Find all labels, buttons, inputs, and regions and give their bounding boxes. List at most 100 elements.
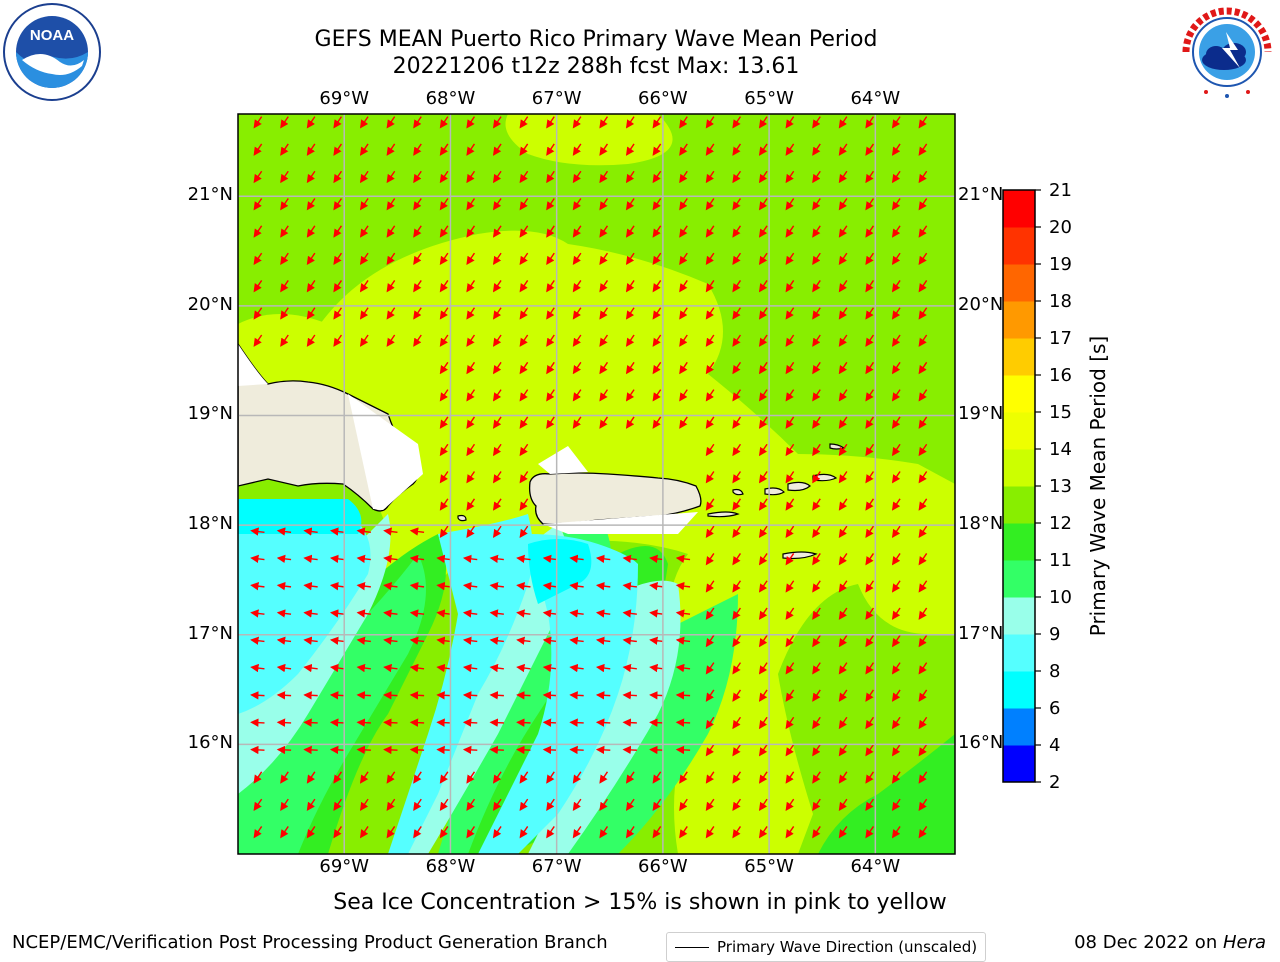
colorbar-tick-label: 17 xyxy=(1049,328,1072,349)
wave-direction-arrow xyxy=(466,280,476,293)
wave-direction-arrow xyxy=(891,116,901,129)
longitude-label-bottom: 65°W xyxy=(744,856,794,877)
wave-direction-arrow xyxy=(758,389,768,402)
wave-direction-arrow xyxy=(333,252,343,266)
wave-direction-arrow xyxy=(918,634,928,648)
noaa-logo-icon: NOAA xyxy=(3,3,101,101)
wave-direction-arrow xyxy=(622,554,637,564)
wave-direction-arrow xyxy=(413,307,422,320)
wave-direction-arrow xyxy=(359,143,369,156)
wave-direction-arrow xyxy=(519,798,529,812)
colorbar-tick-label: 6 xyxy=(1049,698,1060,719)
wave-direction-arrow xyxy=(838,634,848,648)
wave-direction-arrow xyxy=(466,389,476,402)
wave-direction-arrow xyxy=(705,389,715,402)
wave-direction-arrow xyxy=(492,443,502,457)
wave-direction-arrow xyxy=(891,361,901,375)
wave-direction-arrow xyxy=(838,662,848,675)
wave-direction-arrow xyxy=(838,716,848,730)
wave-direction-arrow xyxy=(462,745,478,755)
wave-direction-arrow xyxy=(865,826,875,839)
map-canvas xyxy=(237,113,956,855)
wave-direction-arrow xyxy=(569,663,584,673)
wave-direction-arrow xyxy=(250,581,265,591)
colorbar-bin xyxy=(1003,264,1035,302)
wave-direction-arrow xyxy=(918,252,928,266)
wave-direction-arrow xyxy=(705,361,715,375)
colorbar-bin xyxy=(1003,745,1035,783)
wave-direction-arrow xyxy=(838,826,848,839)
wave-direction-arrow xyxy=(359,252,369,266)
wave-direction-arrow xyxy=(519,525,529,539)
wave-direction-arrow xyxy=(569,554,584,564)
wave-direction-arrow xyxy=(466,525,476,539)
wave-direction-arrow xyxy=(812,170,821,184)
wave-direction-arrow xyxy=(705,116,715,129)
wave-direction-arrow xyxy=(489,745,504,755)
colorbar-tick-label: 8 xyxy=(1049,661,1060,682)
wave-direction-arrow xyxy=(572,280,582,293)
wave-direction-arrow xyxy=(838,689,848,702)
wave-direction-arrow xyxy=(785,498,795,511)
wave-direction-arrow xyxy=(732,170,742,184)
wave-direction-arrow xyxy=(812,307,821,320)
longitude-label-top: 67°W xyxy=(531,88,582,109)
wave-direction-arrow xyxy=(812,225,821,238)
wave-direction-arrow xyxy=(812,798,821,812)
wave-direction-arrow xyxy=(595,636,611,645)
wave-direction-arrow xyxy=(356,609,371,618)
wave-direction-arrow xyxy=(413,252,422,266)
wave-direction-arrow xyxy=(758,716,768,730)
wave-direction-arrow xyxy=(732,525,742,539)
wave-direction-arrow xyxy=(918,771,928,784)
wave-direction-arrow xyxy=(599,116,609,129)
wave-direction-arrow xyxy=(812,689,821,702)
wave-direction-arrow xyxy=(679,170,688,184)
colorbar-bin xyxy=(1003,671,1035,709)
wave-direction-arrow xyxy=(359,225,369,238)
wave-direction-arrow xyxy=(546,334,555,347)
wave-direction-arrow xyxy=(439,143,449,156)
wave-direction-arrow xyxy=(466,143,476,156)
wave-direction-arrow xyxy=(250,718,265,727)
wave-direction-arrow xyxy=(812,471,821,484)
wave-direction-arrow xyxy=(250,636,265,645)
wave-direction-arrow xyxy=(306,143,316,156)
wave-direction-arrow xyxy=(865,744,875,757)
wave-direction-arrow xyxy=(356,581,371,591)
wave-direction-arrow xyxy=(329,745,345,755)
wave-direction-arrow xyxy=(466,443,476,457)
wave-direction-arrow xyxy=(679,307,688,320)
wave-direction-arrow xyxy=(546,361,555,375)
wave-direction-arrow xyxy=(891,525,901,539)
wave-direction-arrow xyxy=(679,198,688,211)
wave-direction-arrow xyxy=(812,116,821,129)
wave-direction-arrow xyxy=(253,170,263,184)
wave-direction-arrow xyxy=(865,143,875,156)
wave-direction-arrow xyxy=(705,716,715,730)
wave-direction-arrow xyxy=(865,662,875,675)
wave-direction-arrow xyxy=(546,307,555,320)
wave-direction-arrow xyxy=(359,170,369,184)
colorbar-bin xyxy=(1003,449,1035,487)
wave-direction-arrow xyxy=(306,116,316,129)
wave-direction-arrow xyxy=(891,826,901,839)
wave-direction-arrow xyxy=(595,745,611,755)
wave-direction-arrow xyxy=(466,798,476,812)
wave-direction-arrow xyxy=(306,334,316,347)
wave-direction-arrow xyxy=(519,361,529,375)
wave-direction-arrow xyxy=(758,170,768,184)
wave-direction-arrow xyxy=(918,525,928,539)
wave-direction-arrow xyxy=(572,116,582,129)
wave-direction-arrow xyxy=(918,443,928,457)
wave-direction-arrow xyxy=(462,554,478,564)
latitude-label-left: 21°N xyxy=(187,184,233,206)
wave-direction-arrow xyxy=(785,116,795,129)
wave-direction-arrow xyxy=(569,718,584,727)
wave-direction-arrow xyxy=(675,581,691,591)
wave-direction-arrow xyxy=(516,581,531,591)
wave-direction-arrow xyxy=(705,580,715,593)
wave-direction-arrow xyxy=(572,252,582,266)
latitude-label-left: 17°N xyxy=(187,622,233,644)
wave-direction-arrow xyxy=(572,389,582,402)
